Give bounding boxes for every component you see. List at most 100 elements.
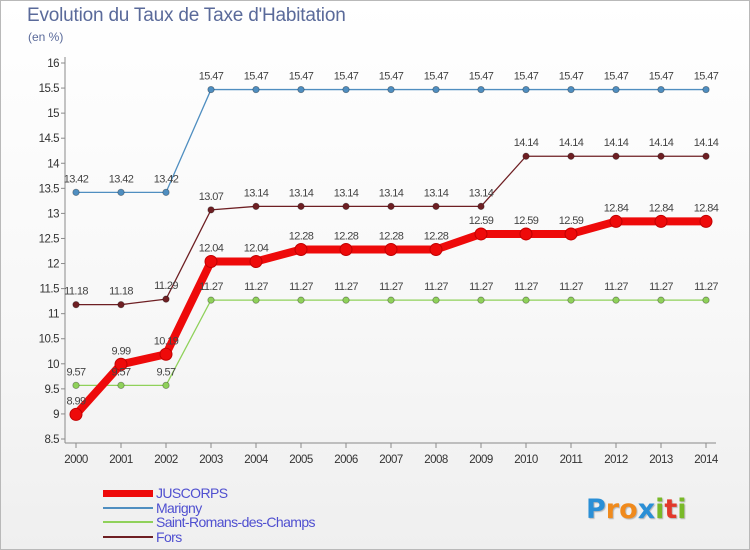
series-point-0 bbox=[519, 227, 533, 241]
data-label: 15.47 bbox=[469, 71, 494, 83]
series-point-2 bbox=[702, 296, 710, 304]
data-label: 12.28 bbox=[289, 230, 314, 242]
x-tick-label: 2010 bbox=[514, 454, 538, 466]
series-point-3 bbox=[477, 202, 485, 210]
data-label: 14.14 bbox=[649, 137, 674, 149]
data-label: 14.14 bbox=[559, 137, 584, 149]
data-label: 14.14 bbox=[604, 137, 629, 149]
y-tick-label: 16 bbox=[47, 58, 59, 70]
series-point-1 bbox=[432, 85, 440, 94]
series-point-3 bbox=[72, 301, 80, 309]
series-point-0 bbox=[654, 214, 668, 228]
series-point-3 bbox=[252, 202, 260, 210]
x-tick-label: 2005 bbox=[289, 454, 313, 466]
proxiti-logo: Proxiti bbox=[586, 494, 687, 525]
data-label: 15.47 bbox=[379, 71, 404, 83]
legend-label: Fors bbox=[156, 528, 182, 545]
y-tick-label: 10 bbox=[47, 359, 59, 371]
data-label: 15.47 bbox=[244, 71, 269, 83]
x-tick-label: 2001 bbox=[109, 454, 133, 466]
series-point-1 bbox=[387, 85, 395, 94]
data-label: 9.57 bbox=[111, 366, 130, 378]
data-label: 13.42 bbox=[154, 173, 179, 185]
series-point-1 bbox=[117, 188, 125, 196]
y-tick-label: 11.5 bbox=[39, 284, 59, 296]
y-tick-label: 12.5 bbox=[39, 233, 59, 245]
series-point-1 bbox=[207, 85, 215, 94]
series-point-2 bbox=[612, 296, 620, 304]
data-label: 14.14 bbox=[694, 137, 719, 149]
data-label: 12.84 bbox=[604, 202, 629, 214]
data-label: 12.28 bbox=[334, 230, 359, 242]
series-point-3 bbox=[387, 202, 395, 210]
x-tick-label: 2004 bbox=[244, 454, 269, 466]
data-label: 11.18 bbox=[109, 286, 133, 298]
series-point-2 bbox=[522, 296, 530, 304]
data-label: 11.27 bbox=[379, 281, 403, 293]
x-tick-label: 2007 bbox=[379, 454, 403, 466]
data-label: 15.47 bbox=[649, 71, 674, 83]
data-label: 11.27 bbox=[604, 281, 628, 293]
x-tick-label: 2009 bbox=[469, 454, 493, 466]
series-point-1 bbox=[72, 188, 80, 196]
series-point-3 bbox=[432, 202, 440, 210]
data-label: 13.14 bbox=[289, 187, 314, 199]
series-point-2 bbox=[207, 296, 215, 304]
data-label: 12.28 bbox=[424, 230, 449, 242]
data-label: 9.57 bbox=[66, 366, 85, 378]
data-label: 11.27 bbox=[559, 281, 583, 293]
y-tick-label: 9 bbox=[53, 409, 59, 421]
data-label: 11.18 bbox=[64, 286, 88, 298]
series-point-0 bbox=[204, 255, 218, 269]
series-point-0 bbox=[249, 255, 263, 269]
data-label: 12.04 bbox=[199, 243, 224, 255]
data-label: 13.14 bbox=[469, 187, 494, 199]
series-point-3 bbox=[612, 152, 620, 160]
x-tick-label: 2014 bbox=[694, 454, 719, 466]
x-tick-label: 2008 bbox=[424, 454, 448, 466]
data-label: 11.27 bbox=[244, 281, 268, 293]
y-tick-label: 10.5 bbox=[39, 334, 59, 346]
chart-subtitle: (en %) bbox=[28, 30, 64, 44]
series-point-1 bbox=[342, 85, 350, 94]
series-point-0 bbox=[474, 227, 488, 241]
data-label: 13.07 bbox=[199, 191, 224, 203]
x-tick-label: 2003 bbox=[199, 454, 223, 466]
data-label: 11.27 bbox=[694, 281, 718, 293]
series-point-1 bbox=[702, 85, 710, 94]
data-label: 15.47 bbox=[424, 71, 449, 83]
series-point-3 bbox=[567, 152, 575, 160]
legend-label: JUSCORPS bbox=[156, 485, 228, 502]
data-label: 15.47 bbox=[604, 71, 629, 83]
legend-item: JUSCORPS bbox=[103, 485, 315, 502]
x-tick-label: 2012 bbox=[604, 454, 628, 466]
data-label: 11.27 bbox=[514, 281, 538, 293]
series-point-0 bbox=[609, 214, 623, 228]
series-point-2 bbox=[117, 381, 125, 389]
x-tick-label: 2000 bbox=[64, 454, 88, 466]
data-label: 15.47 bbox=[334, 71, 359, 83]
data-label: 15.47 bbox=[289, 71, 314, 83]
data-label: 15.47 bbox=[199, 71, 224, 83]
series-point-1 bbox=[297, 85, 305, 94]
data-label: 12.59 bbox=[559, 215, 584, 227]
y-tick-label: 14 bbox=[47, 158, 60, 170]
data-label: 11.29 bbox=[154, 280, 178, 292]
data-label: 13.14 bbox=[379, 187, 404, 199]
data-label: 11.27 bbox=[199, 281, 223, 293]
y-tick-label: 9.5 bbox=[45, 384, 60, 396]
series-point-0 bbox=[384, 242, 398, 256]
data-label: 9.99 bbox=[111, 345, 130, 357]
series-point-0 bbox=[114, 357, 128, 371]
series-point-1 bbox=[567, 85, 575, 94]
data-label: 15.47 bbox=[559, 71, 584, 83]
data-label: 12.84 bbox=[694, 202, 719, 214]
data-label: 11.27 bbox=[289, 281, 313, 293]
y-tick-label: 15 bbox=[47, 108, 59, 120]
legend-swatch bbox=[103, 489, 153, 497]
series-point-0 bbox=[294, 242, 308, 256]
y-tick-label: 12 bbox=[47, 259, 59, 271]
series-point-1 bbox=[162, 188, 170, 196]
